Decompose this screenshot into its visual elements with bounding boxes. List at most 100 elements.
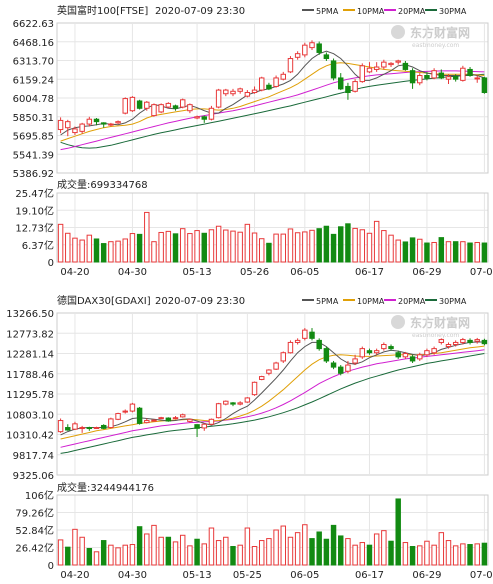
candle	[338, 73, 344, 91]
candle-body	[187, 104, 193, 112]
candle	[86, 426, 93, 431]
volume-bar	[65, 546, 71, 566]
legend-ma5: 5PMA	[316, 7, 339, 16]
volume-bar	[187, 233, 193, 263]
price-tick-label: 11788.46	[6, 370, 54, 381]
candle	[237, 87, 243, 94]
volume-bar	[179, 228, 186, 263]
volume-bar	[165, 230, 172, 263]
candle-body	[316, 339, 322, 350]
volume-bar	[280, 525, 287, 566]
candle	[417, 352, 423, 361]
candle-body	[201, 116, 207, 120]
candle-body	[158, 104, 164, 113]
volume-bar	[208, 229, 215, 263]
volume-bar	[467, 242, 473, 263]
candle	[65, 424, 71, 431]
candle	[438, 69, 445, 80]
candle-body	[280, 352, 287, 362]
candle	[136, 406, 143, 425]
candle-body	[72, 128, 78, 134]
candle	[158, 103, 164, 114]
candle	[122, 409, 128, 414]
candle-body	[208, 107, 215, 120]
chart-timestamp: 2020-07-09 23:30	[155, 296, 245, 307]
candle	[409, 68, 416, 89]
price-tick-label: 9325.06	[13, 471, 54, 482]
volume-bar	[165, 536, 172, 566]
candle-body	[323, 348, 330, 362]
candle	[115, 120, 121, 125]
volume-bar	[129, 233, 136, 263]
volume-bar	[223, 536, 229, 566]
candle-body	[230, 90, 236, 95]
candle	[144, 101, 150, 111]
candle	[309, 40, 315, 51]
candle-body	[258, 77, 265, 91]
candle	[309, 328, 315, 341]
candle	[215, 88, 222, 109]
candle-body	[115, 413, 121, 420]
candle	[402, 60, 409, 71]
candle-body	[366, 350, 373, 354]
candle	[373, 348, 380, 355]
volume-bar	[316, 531, 322, 566]
candle-body	[223, 89, 229, 95]
price-plot-frame	[56, 22, 489, 174]
candle	[266, 369, 272, 376]
price-tick-label: 9817.74	[13, 451, 54, 462]
volume-bar	[302, 231, 308, 263]
volume-bar	[359, 229, 366, 263]
candle	[481, 76, 488, 94]
candle-body	[136, 407, 143, 424]
volume-bar	[179, 534, 186, 566]
candle-body	[481, 339, 488, 345]
candle-body	[215, 89, 222, 108]
candle-body	[237, 402, 243, 405]
candle	[208, 105, 215, 121]
candle	[474, 75, 480, 83]
candle	[431, 68, 437, 80]
volume-bar	[129, 544, 136, 566]
x-tick-label: 07-09	[470, 570, 493, 581]
candle-body	[388, 346, 394, 350]
eastmoney-logo-icon	[391, 315, 405, 329]
candle	[395, 350, 401, 359]
x-axis: 04-20 04-30 05-13 05-26 06-05 06-17 06-29 07-09	[60, 267, 493, 278]
candle	[316, 41, 322, 55]
candle	[230, 402, 236, 407]
candle-body	[431, 70, 437, 79]
volume-bar	[452, 545, 459, 566]
watermark: 东方财富网 eastmoney.com	[391, 315, 470, 339]
candle	[460, 337, 466, 345]
legend-swatch-ma10	[343, 9, 355, 11]
candle-body	[431, 348, 437, 354]
volume-bar	[381, 230, 387, 263]
candle	[359, 346, 366, 359]
candle-body	[208, 418, 215, 425]
volume-bar	[395, 498, 401, 566]
volume-bar	[215, 225, 222, 263]
candle-body	[280, 73, 287, 80]
candle-body	[330, 60, 337, 79]
candle	[273, 361, 279, 370]
candle	[223, 88, 229, 97]
volume-bar	[144, 533, 150, 566]
candle	[280, 351, 287, 364]
candle-body	[244, 92, 251, 97]
ma5-line	[60, 50, 485, 136]
candle	[395, 59, 401, 65]
volume-bar	[395, 239, 401, 263]
volume-bar	[409, 237, 416, 263]
price-tick-label: 6159.24	[13, 75, 54, 86]
candle-body	[287, 341, 294, 354]
price-tick-label: 12281.14	[6, 350, 54, 361]
candle-body	[122, 410, 128, 413]
candle	[79, 425, 85, 433]
volume-bar	[258, 238, 265, 263]
volume-bar	[417, 545, 423, 566]
candle-body	[345, 85, 351, 94]
volume-bar	[151, 241, 157, 263]
candle-body	[237, 88, 243, 92]
